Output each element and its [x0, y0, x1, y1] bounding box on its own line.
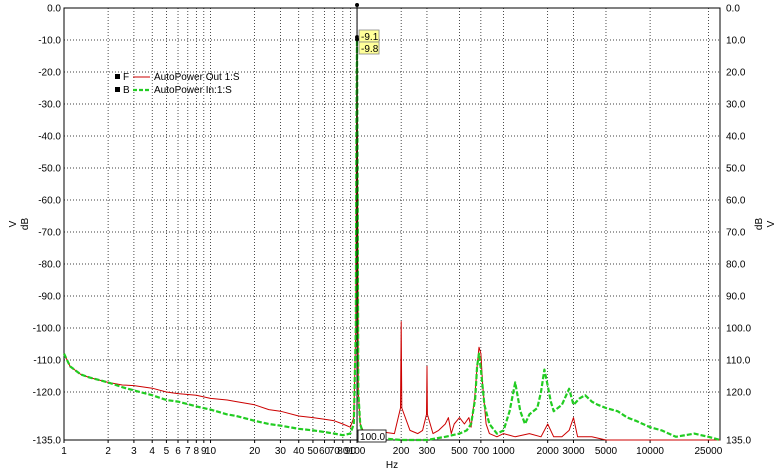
- x-tick-label: 9: [201, 446, 207, 457]
- y-tick-label-right: 100.0: [726, 324, 751, 335]
- x-tick-label: 10: [205, 446, 217, 457]
- y-tick-label-right: 120.0: [726, 388, 751, 399]
- legend-marker-label: F: [123, 72, 129, 83]
- legend-entry-label: AutoPower Out 1:S: [154, 72, 240, 83]
- series-layer: [63, 36, 721, 442]
- y-tick-label-right: 110.0: [726, 356, 751, 367]
- x-tick-label: 70: [329, 446, 341, 457]
- x-axis-title: Hz: [386, 460, 398, 471]
- x-tick-label: 5: [164, 446, 170, 457]
- x-tick-label: 200: [393, 446, 410, 457]
- y-tick-label-right: 0.0: [726, 4, 740, 15]
- series-line-in: [63, 38, 721, 442]
- legend-marker: [115, 74, 120, 79]
- y-tick-label-left: -50.0: [38, 164, 61, 175]
- x-tick-label: 100: [349, 446, 366, 457]
- cursor-top-marker: [355, 3, 360, 7]
- legend-entry-label: AutoPower In:1:S: [154, 85, 232, 96]
- series-line-out: [63, 36, 720, 441]
- cursor-layer: -9.1-9.8 100.0: [355, 3, 387, 443]
- y-axis-right-unit: V: [766, 220, 777, 227]
- x-tick-label: 40: [293, 446, 305, 457]
- cursor-readout-label: -9.1: [361, 32, 379, 43]
- x-tick-label: 80: [337, 446, 349, 457]
- x-tick-label: 3: [131, 446, 137, 457]
- x-tick-label: 4: [149, 446, 155, 457]
- x-tick-label: 7: [185, 446, 191, 457]
- y-tick-label-left: -120.0: [33, 388, 62, 399]
- y-tick-label-right: 60.0: [726, 196, 746, 207]
- x-tick-label: 500: [451, 446, 468, 457]
- x-tick-label: 60: [319, 446, 331, 457]
- x-tick-label: 8: [194, 446, 200, 457]
- y-tick-label-left: -110.0: [33, 356, 61, 367]
- x-tick-label: 90: [345, 446, 357, 457]
- x-tick-label: 25000: [694, 446, 722, 457]
- plot-area: [64, 8, 720, 440]
- y-tick-label-left: -20.0: [38, 68, 61, 79]
- cursor-readout-box: [358, 41, 380, 55]
- y-tick-label-left: -90.0: [38, 292, 61, 303]
- y-tick-label-left: -10.0: [38, 36, 61, 47]
- x-tick-label: 2: [105, 446, 111, 457]
- y-tick-label-right: 50.0: [726, 164, 746, 175]
- y-tick-label-right: 70.0: [726, 228, 746, 239]
- y-tick-label-right: 80.0: [726, 260, 746, 271]
- y-tick-label-left: -30.0: [38, 100, 61, 111]
- y-tick-label-left: 0.0: [47, 4, 61, 15]
- x-tick-label: 700: [473, 446, 490, 457]
- cursor-x-box: [357, 429, 387, 443]
- y-tick-label-right: 20.0: [726, 68, 746, 79]
- y-tick-label-left: -100.0: [33, 324, 62, 335]
- legend-marker-label: B: [123, 85, 130, 96]
- x-tick-label: 3000: [562, 446, 585, 457]
- y-tick-label-right: 135.0: [726, 436, 751, 447]
- x-tick-label: 30: [275, 446, 287, 457]
- y-tick-label-left: -70.0: [38, 228, 61, 239]
- x-tick-label: 300: [419, 446, 436, 457]
- y-tick-label-right: 40.0: [726, 132, 746, 143]
- x-tick-label: 20: [249, 446, 261, 457]
- y-axis-left-scale: dB: [20, 218, 31, 231]
- x-tick-label: 10000: [636, 446, 664, 457]
- x-tick-label: 2000: [537, 446, 560, 457]
- cursor-point: [355, 37, 360, 42]
- y-tick-label-right: 10.0: [726, 36, 746, 47]
- y-tick-label-left: -135.0: [33, 436, 62, 447]
- x-tick-label: 6: [175, 446, 181, 457]
- legend-marker: [115, 87, 120, 92]
- cursor-x-label: 100.0: [360, 432, 385, 443]
- legend: F AutoPower Out 1:S B AutoPower In:1:S: [115, 72, 240, 96]
- y-tick-label-right: 90.0: [726, 292, 746, 303]
- y-axis-right-scale: dB: [754, 218, 765, 231]
- y-tick-label-left: -40.0: [38, 132, 61, 143]
- x-tick-label: 5000: [595, 446, 618, 457]
- y-axis-left-unit: V: [8, 220, 19, 227]
- y-tick-label-left: -80.0: [38, 260, 61, 271]
- cursor-readout-label: -9.8: [361, 44, 379, 55]
- x-tick-label: 1: [61, 446, 67, 457]
- x-tick-label: 1000: [492, 446, 515, 457]
- y-tick-label-left: -60.0: [38, 196, 61, 207]
- x-tick-label: 50: [307, 446, 319, 457]
- y-tick-label-right: 30.0: [726, 100, 746, 111]
